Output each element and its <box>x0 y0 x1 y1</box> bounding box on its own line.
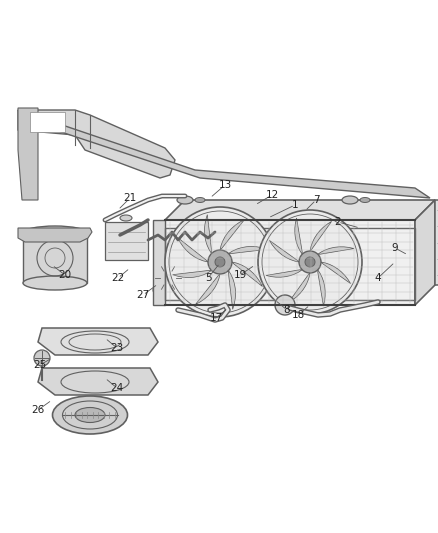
Polygon shape <box>18 108 38 200</box>
Text: 26: 26 <box>32 405 45 415</box>
Polygon shape <box>232 262 262 287</box>
Ellipse shape <box>195 198 205 203</box>
Polygon shape <box>229 270 236 309</box>
Polygon shape <box>435 200 438 285</box>
Circle shape <box>165 207 275 317</box>
Circle shape <box>215 257 225 267</box>
Polygon shape <box>165 200 435 220</box>
Circle shape <box>305 257 315 267</box>
Text: 9: 9 <box>392 243 398 253</box>
Polygon shape <box>415 200 435 305</box>
Ellipse shape <box>23 226 87 240</box>
Polygon shape <box>229 246 267 254</box>
Text: 7: 7 <box>313 195 319 205</box>
Text: 1: 1 <box>292 200 298 210</box>
Polygon shape <box>205 215 212 254</box>
Circle shape <box>275 295 295 315</box>
Text: 12: 12 <box>265 190 279 200</box>
Polygon shape <box>269 240 299 262</box>
Polygon shape <box>153 220 165 305</box>
Text: 18: 18 <box>291 310 304 320</box>
Polygon shape <box>318 247 354 254</box>
Text: 19: 19 <box>233 270 247 280</box>
Polygon shape <box>220 220 244 250</box>
Polygon shape <box>18 228 92 242</box>
Circle shape <box>153 285 163 295</box>
Polygon shape <box>321 262 350 284</box>
Text: 24: 24 <box>110 383 124 393</box>
Ellipse shape <box>177 196 193 204</box>
Text: 17: 17 <box>209 313 223 323</box>
Polygon shape <box>30 112 65 132</box>
Polygon shape <box>105 222 148 260</box>
Text: 8: 8 <box>284 305 290 315</box>
Polygon shape <box>266 270 302 277</box>
Polygon shape <box>173 270 212 278</box>
Circle shape <box>208 250 232 274</box>
Ellipse shape <box>53 396 127 434</box>
Ellipse shape <box>342 196 358 204</box>
Ellipse shape <box>120 215 132 221</box>
Polygon shape <box>310 221 332 251</box>
Polygon shape <box>177 238 208 262</box>
Polygon shape <box>318 270 325 306</box>
Text: 13: 13 <box>219 180 232 190</box>
Text: 4: 4 <box>374 273 381 283</box>
Text: 20: 20 <box>58 270 71 280</box>
Text: 27: 27 <box>136 290 150 300</box>
Text: 5: 5 <box>205 273 211 283</box>
Polygon shape <box>295 218 302 254</box>
Polygon shape <box>165 220 415 305</box>
Circle shape <box>258 210 362 314</box>
Circle shape <box>34 350 50 366</box>
Ellipse shape <box>360 198 370 203</box>
Text: 23: 23 <box>110 343 124 353</box>
Ellipse shape <box>23 276 87 290</box>
Ellipse shape <box>75 408 105 423</box>
Polygon shape <box>288 273 310 303</box>
Text: 25: 25 <box>33 360 46 370</box>
Polygon shape <box>38 328 158 355</box>
Polygon shape <box>18 110 175 178</box>
Polygon shape <box>38 368 158 395</box>
Polygon shape <box>18 110 430 198</box>
Text: 2: 2 <box>335 217 341 227</box>
Text: 21: 21 <box>124 193 137 203</box>
Text: 22: 22 <box>111 273 125 283</box>
Polygon shape <box>23 233 87 283</box>
Circle shape <box>154 264 182 292</box>
Polygon shape <box>195 274 220 304</box>
Circle shape <box>299 251 321 273</box>
